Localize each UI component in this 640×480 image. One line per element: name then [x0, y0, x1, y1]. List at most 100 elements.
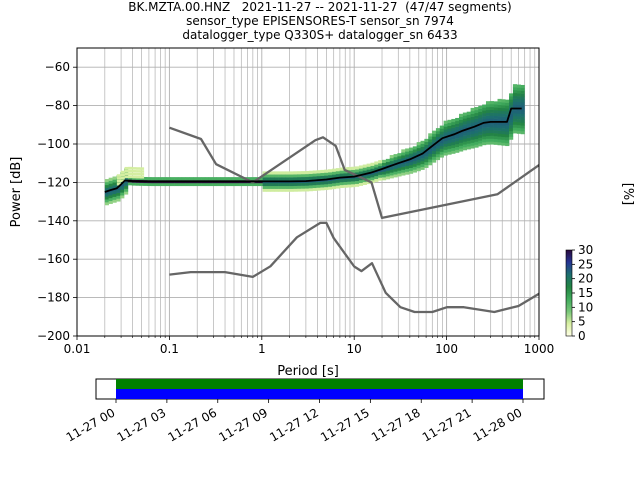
histogram-cell [139, 170, 145, 173]
histogram-cell [212, 182, 217, 187]
histogram-cell [497, 139, 502, 143]
histogram-cell [208, 177, 213, 181]
histogram-cell [485, 138, 491, 142]
histogram-cell [443, 152, 448, 156]
histogram-cell [104, 179, 109, 183]
histogram-cell [285, 185, 290, 189]
histogram-cell [482, 113, 487, 117]
histogram-cell [412, 146, 417, 150]
histogram-cell [389, 160, 394, 164]
histogram-cell [301, 171, 306, 175]
histogram-cell [393, 156, 398, 161]
histogram-cell [455, 146, 460, 150]
histogram-cell [366, 169, 371, 173]
histogram-cell [374, 175, 379, 180]
histogram-cell [405, 157, 410, 161]
histogram-cell [455, 117, 460, 122]
histogram-cell [420, 160, 425, 165]
histogram-cell [482, 141, 487, 146]
histogram-cell [305, 170, 310, 175]
histogram-cell [116, 198, 121, 202]
histogram-cell [451, 127, 456, 131]
histogram-cell [462, 126, 468, 131]
histogram-cell [320, 184, 325, 188]
histogram-cell [124, 172, 129, 176]
histogram-cell [185, 177, 190, 181]
histogram-cell [470, 145, 475, 149]
histogram-cell [470, 113, 475, 117]
histogram-cell [358, 182, 364, 186]
histogram-cell [324, 186, 329, 191]
histogram-cell [501, 102, 506, 106]
colorbar-tick-label: 15 [578, 286, 593, 300]
histogram-cell [435, 136, 441, 140]
histogram-cell [459, 128, 464, 132]
histogram-cell [235, 182, 240, 187]
histogram-cell [428, 139, 433, 143]
histogram-cell [270, 188, 275, 192]
histogram-cell [420, 146, 425, 150]
histogram-cell [281, 171, 287, 175]
histogram-cell [397, 153, 402, 157]
histogram-cell [366, 178, 371, 182]
histogram-cell [328, 169, 333, 173]
histogram-cell [501, 107, 506, 112]
histogram-cell [401, 149, 406, 153]
histogram-cell [112, 190, 117, 195]
histogram-cell [401, 157, 406, 162]
histogram-cell [297, 185, 302, 189]
histogram-cell [482, 104, 487, 108]
histogram-cell [239, 182, 244, 187]
histogram-cell [459, 119, 464, 123]
histogram-cell [262, 177, 267, 181]
histogram-cell [420, 158, 425, 162]
histogram-cell [136, 172, 141, 176]
histogram-cell [120, 173, 125, 177]
colorbar-tick-label: 10 [578, 300, 593, 314]
histogram-cell [328, 183, 333, 187]
histogram-cell [281, 182, 287, 187]
timeline-tick-label: 11-27 06 [166, 405, 220, 444]
histogram-cell [177, 177, 183, 181]
histogram-cell [474, 115, 479, 119]
histogram-cell [385, 161, 391, 165]
histogram-cell [370, 177, 375, 181]
histogram-cell [462, 135, 468, 139]
histogram-cell [108, 192, 113, 196]
histogram-cell [509, 113, 514, 117]
histogram-cell [151, 177, 156, 181]
histogram-cell [154, 182, 160, 187]
histogram-cell [162, 177, 167, 181]
histogram-cell [285, 174, 290, 178]
histogram-cell [254, 182, 260, 187]
timeline-tick-label: 11-27 00 [64, 405, 118, 444]
histogram-cell [512, 104, 518, 108]
colorbar-tick-label: 5 [578, 315, 586, 329]
histogram-cell [474, 138, 479, 142]
histogram-cell [316, 181, 321, 185]
histogram-cell [270, 182, 275, 187]
histogram-cell [489, 103, 494, 108]
histogram-cell [505, 99, 510, 103]
histogram-cell [382, 162, 387, 166]
histogram-cell [489, 126, 494, 131]
histogram-cell [520, 110, 525, 115]
histogram-cell [512, 84, 518, 88]
histogram-cell [420, 143, 425, 147]
histogram-cell [312, 184, 317, 189]
histogram-cell [497, 110, 502, 114]
histogram-cell [362, 167, 367, 171]
histogram-cell [343, 181, 348, 185]
histogram-cell [520, 99, 525, 103]
histogram-cell [505, 125, 510, 129]
histogram-cell [466, 143, 471, 147]
histogram-cell [124, 166, 129, 170]
histogram-cell [493, 133, 498, 137]
histogram-cell [293, 188, 298, 192]
histogram-cell [382, 174, 387, 178]
colorbar-tick-label: 30 [578, 243, 593, 257]
histogram-cell [516, 101, 521, 106]
histogram-cell [355, 177, 360, 182]
histogram-cell [462, 147, 468, 151]
histogram-cell [320, 169, 325, 174]
